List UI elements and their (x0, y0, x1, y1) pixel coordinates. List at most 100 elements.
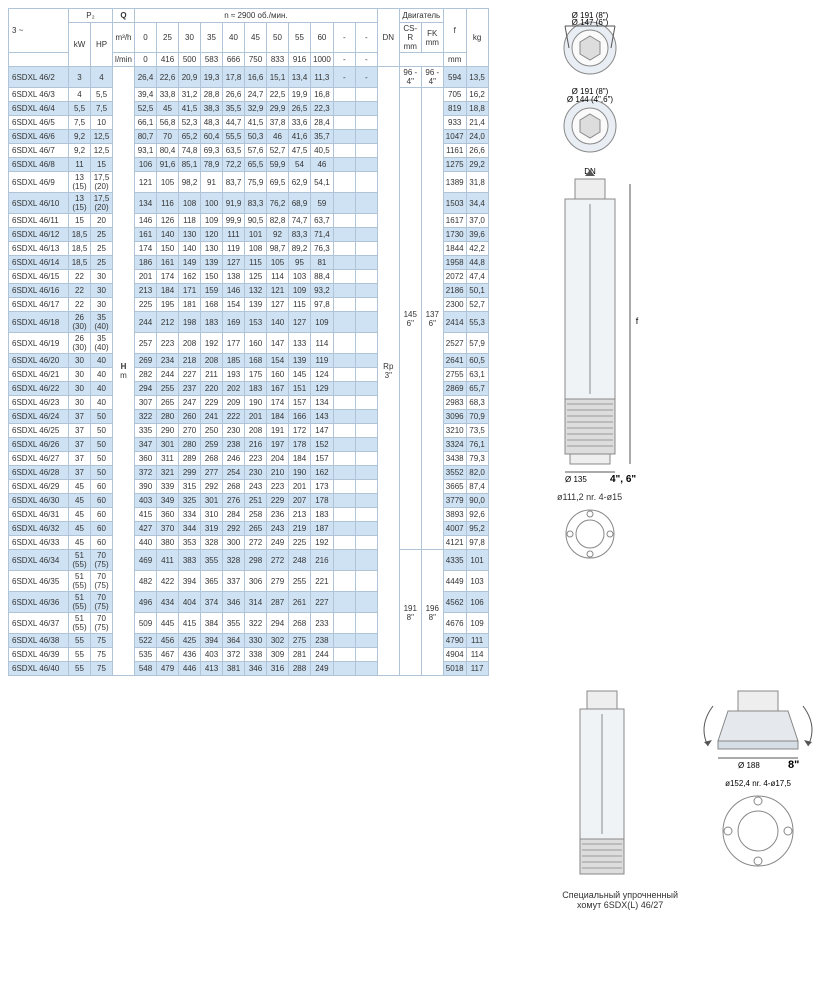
cell-value: 161 (135, 228, 157, 242)
cell-value: 403 (135, 494, 157, 508)
cell-model: 6SDXL 46/22 (9, 382, 69, 396)
cell-kg: 106 (466, 592, 488, 613)
cell-value: 69,3 (201, 144, 223, 158)
cell-value: 56,8 (157, 116, 179, 130)
cell-hp: 75 (91, 648, 113, 662)
cell-model: 6SDXL 46/2 (9, 67, 69, 88)
header-lmin-col: - (355, 53, 377, 67)
cell-value: 248 (289, 550, 311, 571)
cell-value: 496 (135, 592, 157, 613)
cell-value: 280 (157, 410, 179, 424)
cell-value: 153 (245, 312, 267, 333)
cell-value: 22,6 (157, 67, 179, 88)
cell-value: 372 (135, 466, 157, 480)
diagram-ring-2: Ø 191 (8") Ø 144 (4",6") (545, 86, 635, 156)
cell-value: 390 (135, 480, 157, 494)
cell-kw: 15 (69, 214, 91, 228)
cell-value: 302 (267, 634, 289, 648)
cell-value (333, 214, 355, 228)
cell-kg: 101 (466, 550, 488, 571)
cell-value: 93,1 (135, 144, 157, 158)
header-lmin-col: 833 (267, 53, 289, 67)
cell-model: 6SDXL 46/33 (9, 536, 69, 550)
cell-kw: 18,5 (69, 242, 91, 256)
cell-kw: 45 (69, 522, 91, 536)
cell-value (333, 354, 355, 368)
cell-value (355, 494, 377, 508)
cell-kg: 24,0 (466, 130, 488, 144)
cell-model: 6SDXL 46/34 (9, 550, 69, 571)
cell-value: 229 (201, 396, 223, 410)
cell-value: 38,3 (201, 102, 223, 116)
cell-value: 213 (289, 508, 311, 522)
cell-value: 209 (223, 396, 245, 410)
cell-value: 168 (245, 354, 267, 368)
header-kg: kg (466, 9, 488, 67)
cell-value (333, 284, 355, 298)
cell-value: 168 (201, 298, 223, 312)
svg-text:ø152,4 nr. 4-ø17,5: ø152,4 nr. 4-ø17,5 (725, 779, 791, 788)
cell-value: 127 (267, 298, 289, 312)
cell-value: 140 (267, 312, 289, 333)
cell-value: 41,5 (179, 102, 201, 116)
cell-value: 50,3 (245, 130, 267, 144)
cell-value: 216 (311, 550, 334, 571)
cell-value: 251 (245, 494, 267, 508)
cell-value: 422 (157, 571, 179, 592)
cell-kg: 21,4 (466, 116, 488, 130)
cell-value: 162 (311, 466, 334, 480)
cell-value: 201 (245, 410, 267, 424)
cell-model: 6SDXL 46/10 (9, 193, 69, 214)
cell-value: 40,5 (311, 144, 334, 158)
header-f-mm: mm (443, 53, 466, 67)
cell-value: 57,6 (245, 144, 267, 158)
cell-hp: 5,5 (91, 88, 113, 102)
cell-hp: 25 (91, 256, 113, 270)
cell-kg: 114 (466, 648, 488, 662)
cell-value: 322 (135, 410, 157, 424)
diagram-ring-1: Ø 191 (8") Ø 147 (6") (545, 8, 635, 78)
cell-value: 82,8 (267, 214, 289, 228)
cell-value: 132 (245, 284, 267, 298)
cell-f: 4904 (443, 648, 466, 662)
cell-value: 187 (311, 522, 334, 536)
cell-value: 282 (135, 368, 157, 382)
cell-value: 360 (135, 452, 157, 466)
cell-value: 52,3 (179, 116, 201, 130)
cell-value: 384 (201, 613, 223, 634)
cell-f: 4790 (443, 634, 466, 648)
cell-value: 404 (179, 592, 201, 613)
cell-f: 2186 (443, 284, 466, 298)
cell-csr: 96 - 4" (399, 67, 421, 88)
cell-value: 54 (289, 158, 311, 172)
cell-value: 109 (289, 284, 311, 298)
cell-kw: 45 (69, 508, 91, 522)
cell-value (355, 284, 377, 298)
cell-value (333, 256, 355, 270)
cell-value (333, 312, 355, 333)
cell-value: 322 (245, 613, 267, 634)
cell-value: 24,7 (245, 88, 267, 102)
cell-value (355, 354, 377, 368)
cell-value: 151 (289, 382, 311, 396)
cell-value (333, 550, 355, 571)
cell-value: 344 (179, 522, 201, 536)
cell-value: 185 (223, 354, 245, 368)
cell-value (333, 508, 355, 522)
cell-value (355, 410, 377, 424)
cell-value: 272 (267, 550, 289, 571)
cell-value: 236 (267, 508, 289, 522)
cell-kw: 7,5 (69, 116, 91, 130)
cell-value (355, 270, 377, 284)
cell-value (333, 102, 355, 116)
header-lmin-col: 0 (135, 53, 157, 67)
cell-f: 1503 (443, 193, 466, 214)
cell-kw: 37 (69, 410, 91, 424)
cell-value: 88,4 (311, 270, 334, 284)
cell-model: 6SDXL 46/27 (9, 452, 69, 466)
header-lmin: l/min (113, 53, 135, 67)
header-dn: DN (377, 9, 399, 67)
cell-f: 3552 (443, 466, 466, 480)
cell-value: 227 (179, 368, 201, 382)
cell-f: 4007 (443, 522, 466, 536)
